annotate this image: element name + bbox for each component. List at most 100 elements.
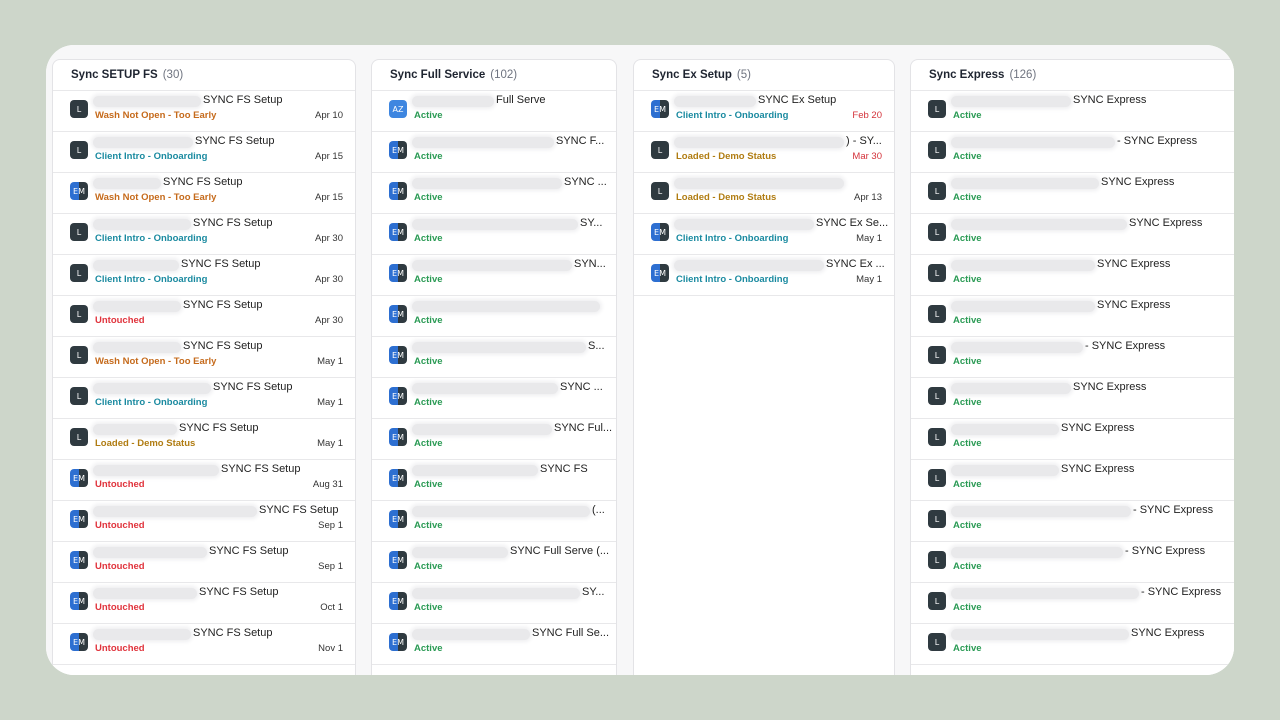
deal-card[interactable]: L SYNC Express Active: [911, 173, 1234, 214]
redacted-name: [412, 383, 558, 394]
owner-avatar[interactable]: EM: [389, 141, 407, 159]
deal-card[interactable]: L SYNC Express Active: [911, 460, 1234, 501]
owner-avatar[interactable]: L: [928, 387, 946, 405]
deal-card[interactable]: L - SYNC Express Active: [911, 337, 1234, 378]
deal-card[interactable]: EM SYNC FS Setup Untouched Aug 31: [53, 460, 355, 501]
deal-card[interactable]: L SYNC FS Setup Untouched Apr 30: [53, 296, 355, 337]
deal-card[interactable]: EM SYNC F... Active: [372, 132, 616, 173]
card-title: SYNC Express: [1073, 381, 1147, 393]
deal-card[interactable]: L SYNC Express Active: [911, 419, 1234, 460]
deal-card[interactable]: L SYNC Express Active: [911, 378, 1234, 419]
deal-card[interactable]: L SYNC Express Active: [911, 255, 1234, 296]
owner-avatar[interactable]: L: [651, 141, 669, 159]
owner-avatar[interactable]: L: [928, 346, 946, 364]
owner-avatar[interactable]: EM: [651, 264, 669, 282]
owner-avatar[interactable]: L: [928, 510, 946, 528]
owner-avatar[interactable]: L: [70, 100, 88, 118]
deal-card[interactable]: EM Active: [372, 296, 616, 337]
deal-card[interactable]: EM SYNC FS Setup Untouched Sep 1: [53, 542, 355, 583]
owner-avatar[interactable]: EM: [389, 469, 407, 487]
owner-avatar[interactable]: L: [70, 346, 88, 364]
owner-avatar[interactable]: L: [928, 223, 946, 241]
deal-card[interactable]: EM SYNC ... Active: [372, 378, 616, 419]
owner-avatar[interactable]: EM: [389, 551, 407, 569]
owner-avatar[interactable]: L: [928, 141, 946, 159]
owner-avatar[interactable]: EM: [70, 182, 88, 200]
deal-card[interactable]: EM SYNC FS Setup Untouched Sep 1: [53, 501, 355, 542]
owner-avatar[interactable]: EM: [70, 510, 88, 528]
deal-card[interactable]: EM (... Active: [372, 501, 616, 542]
owner-avatar[interactable]: EM: [389, 182, 407, 200]
owner-avatar[interactable]: L: [928, 633, 946, 651]
owner-avatar[interactable]: L: [70, 264, 88, 282]
deal-card[interactable]: EM SYNC Full Serve (... Active: [372, 542, 616, 583]
owner-avatar[interactable]: EM: [70, 551, 88, 569]
owner-avatar[interactable]: L: [928, 182, 946, 200]
deal-card[interactable]: L SYNC FS Setup Wash Not Open - Too Early M…: [53, 337, 355, 378]
deal-card[interactable]: L - SYNC Express Active: [911, 542, 1234, 583]
deal-card[interactable]: EM SYNC FS Setup Wash Not Open - Too Early…: [53, 173, 355, 214]
owner-avatar[interactable]: L: [651, 182, 669, 200]
deal-card[interactable]: EM SYNC Ex ... Client Intro - Onboarding Ma…: [634, 255, 894, 296]
deal-card[interactable]: EM SYNC ... Active: [372, 173, 616, 214]
owner-avatar[interactable]: EM: [389, 592, 407, 610]
owner-avatar[interactable]: EM: [389, 633, 407, 651]
deal-card[interactable]: EM SYNC FS Setup Untouched Nov 1: [53, 624, 355, 665]
owner-avatar[interactable]: L: [928, 428, 946, 446]
deal-card[interactable]: EM SYN... Active: [372, 255, 616, 296]
owner-avatar[interactable]: L: [70, 387, 88, 405]
column-header[interactable]: Sync SETUP FS (30): [53, 60, 355, 91]
owner-avatar[interactable]: L: [928, 551, 946, 569]
deal-card[interactable]: EM S... Active: [372, 337, 616, 378]
deal-card[interactable]: L SYNC FS Setup Client Intro - Onboarding A…: [53, 214, 355, 255]
deal-card[interactable]: L - SYNC Express Active: [911, 501, 1234, 542]
deal-card[interactable]: L - SYNC Express Active: [911, 132, 1234, 173]
owner-avatar[interactable]: EM: [389, 510, 407, 528]
owner-avatar[interactable]: EM: [651, 223, 669, 241]
owner-avatar[interactable]: EM: [389, 346, 407, 364]
deal-card[interactable]: L SYNC FS Setup Loaded - Demo Status May 1: [53, 419, 355, 460]
column-header[interactable]: Sync Express (126): [911, 60, 1234, 91]
owner-avatar[interactable]: L: [928, 264, 946, 282]
owner-avatar[interactable]: AZ: [389, 100, 407, 118]
deal-card[interactable]: L SYNC Express Active: [911, 214, 1234, 255]
deal-card[interactable]: L SYNC FS Setup Client Intro - Onboarding A…: [53, 132, 355, 173]
deal-card[interactable]: L - SYNC Express Active: [911, 583, 1234, 624]
owner-avatar[interactable]: L: [70, 141, 88, 159]
deal-card[interactable]: EM SYNC FS Setup Untouched Oct 1: [53, 583, 355, 624]
deal-card[interactable]: EM SYNC Full Se... Active: [372, 624, 616, 665]
deal-card[interactable]: L) - SY... Loaded - Demo Status Mar 30: [634, 132, 894, 173]
owner-avatar[interactable]: L: [928, 305, 946, 323]
deal-card[interactable]: EM SYNC Ful... Active: [372, 419, 616, 460]
deal-card[interactable]: EM SYNC Ex Setup Client Intro - Onboarding…: [634, 91, 894, 132]
deal-card[interactable]: EM SY... Active: [372, 583, 616, 624]
owner-avatar[interactable]: EM: [70, 592, 88, 610]
owner-avatar[interactable]: EM: [651, 100, 669, 118]
deal-card[interactable]: L SYNC Express Active: [911, 91, 1234, 132]
owner-avatar[interactable]: L: [928, 100, 946, 118]
deal-card[interactable]: L SYNC Express Active: [911, 624, 1234, 665]
deal-card[interactable]: L SYNC FS Setup Client Intro - Onboarding M…: [53, 378, 355, 419]
deal-card[interactable]: EM SY... Active: [372, 214, 616, 255]
deal-card[interactable]: L Loaded - Demo Status Apr 13: [634, 173, 894, 214]
owner-avatar[interactable]: EM: [389, 428, 407, 446]
owner-avatar[interactable]: EM: [389, 264, 407, 282]
deal-card[interactable]: L SYNC FS Setup Client Intro - Onboarding A…: [53, 255, 355, 296]
owner-avatar[interactable]: L: [70, 305, 88, 323]
owner-avatar[interactable]: L: [928, 469, 946, 487]
owner-avatar[interactable]: EM: [389, 305, 407, 323]
owner-avatar[interactable]: L: [928, 592, 946, 610]
owner-avatar[interactable]: EM: [389, 387, 407, 405]
deal-card[interactable]: AZ Full Serve Active: [372, 91, 616, 132]
owner-avatar[interactable]: EM: [70, 633, 88, 651]
deal-card[interactable]: L SYNC FS Setup Wash Not Open - Too Early A…: [53, 91, 355, 132]
column-header[interactable]: Sync Ex Setup (5): [634, 60, 894, 91]
deal-card[interactable]: L SYNC Express Active: [911, 296, 1234, 337]
owner-avatar[interactable]: L: [70, 223, 88, 241]
owner-avatar[interactable]: EM: [389, 223, 407, 241]
column-header[interactable]: Sync Full Service (102): [372, 60, 616, 91]
deal-card[interactable]: EM SYNC Ex Se... Client Intro - Onboarding…: [634, 214, 894, 255]
deal-card[interactable]: EM SYNC FS Active: [372, 460, 616, 501]
owner-avatar[interactable]: L: [70, 428, 88, 446]
owner-avatar[interactable]: EM: [70, 469, 88, 487]
